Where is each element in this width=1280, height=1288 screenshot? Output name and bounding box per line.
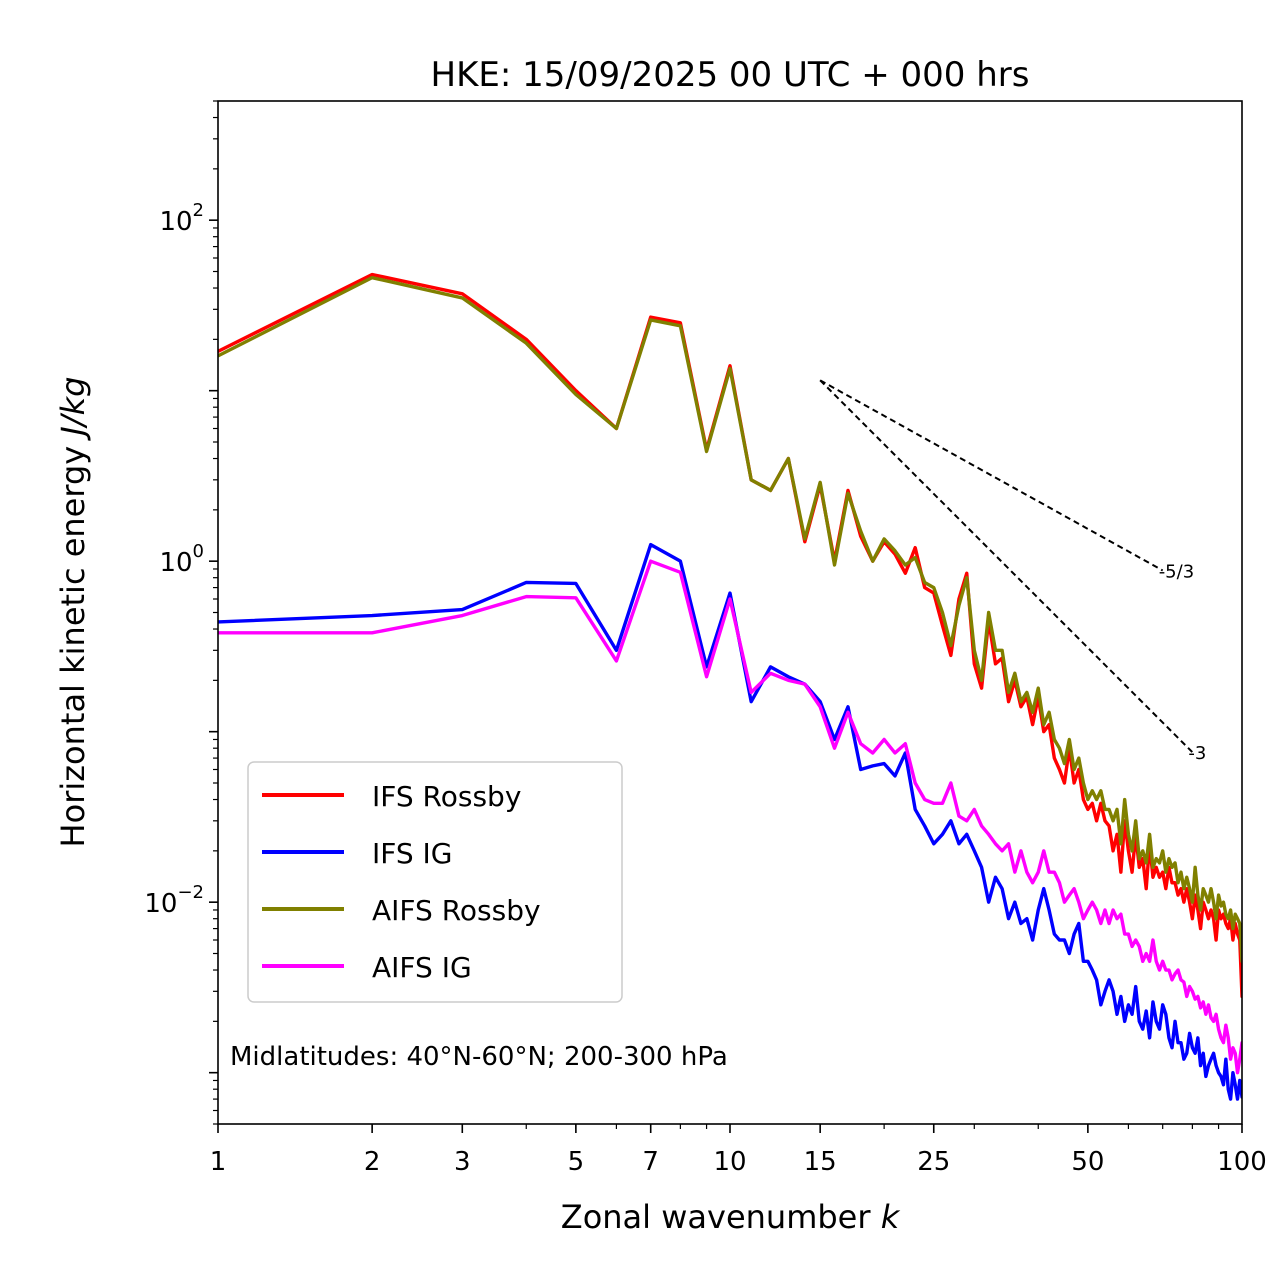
y-tick-label: 10−2: [144, 882, 204, 919]
legend-label-aifs-ig: AIFS IG: [372, 951, 472, 984]
series-line-aifs-ig: [218, 559, 1242, 1075]
region-annotation: Midlatitudes: 40°N-60°N; 200-300 hPa: [230, 1042, 728, 1072]
y-tick-label: 100: [159, 541, 204, 578]
x-tick-label: 15: [804, 1147, 837, 1177]
plot-frame: [217, 100, 1243, 1125]
y-axis-label-units: J/kg: [54, 377, 92, 442]
x-axis-label: Zonal wavenumber k: [561, 1198, 901, 1236]
x-tick-label: 50: [1071, 1147, 1104, 1177]
series-lines: [218, 272, 1242, 1101]
x-tick-label: 1: [210, 1147, 227, 1177]
x-axis-label-var: k: [881, 1198, 901, 1236]
legend: IFS Rossby IFS IG AIFS Rossby AIFS IG: [247, 761, 623, 1003]
x-tick-label: 10: [713, 1147, 746, 1177]
reference-label-5-3: -5/3: [1159, 561, 1194, 582]
reference-line-3: [819, 379, 1194, 753]
reference-label-3: -3: [1188, 743, 1206, 764]
chart-title: HKE: 15/09/2025 00 UTC + 000 hrs: [431, 55, 1030, 95]
series-line-ifs-ig: [218, 542, 1242, 1101]
x-tick-label: 100: [1217, 1147, 1267, 1177]
legend-label-aifs-rossby: AIFS Rossby: [372, 894, 541, 927]
axis-ticks: 1 2 3 5 7 10 15 25 50 100 10−2 100 102: [144, 100, 1267, 1177]
series-line-aifs-rossby: [218, 275, 1242, 963]
y-axis-label-text: Horizontal kinetic energy: [54, 446, 92, 848]
x-tick-label: 25: [917, 1147, 950, 1177]
x-axis-label-text: Zonal wavenumber: [561, 1198, 872, 1236]
x-tick-label: 5: [568, 1147, 585, 1177]
x-tick-label: 2: [364, 1147, 381, 1177]
x-tick-label: 3: [454, 1147, 471, 1177]
y-tick-label: 102: [159, 200, 204, 237]
legend-label-ifs-rossby: IFS Rossby: [372, 780, 521, 813]
reference-line-5-3: [819, 379, 1164, 572]
x-tick-label: 7: [642, 1147, 659, 1177]
y-axis-label: Horizontal kinetic energy J/kg: [54, 377, 92, 848]
legend-label-ifs-ig: IFS IG: [372, 837, 453, 870]
reference-slopes: -5/3 -3: [819, 379, 1206, 764]
legend-box: [247, 761, 623, 1003]
